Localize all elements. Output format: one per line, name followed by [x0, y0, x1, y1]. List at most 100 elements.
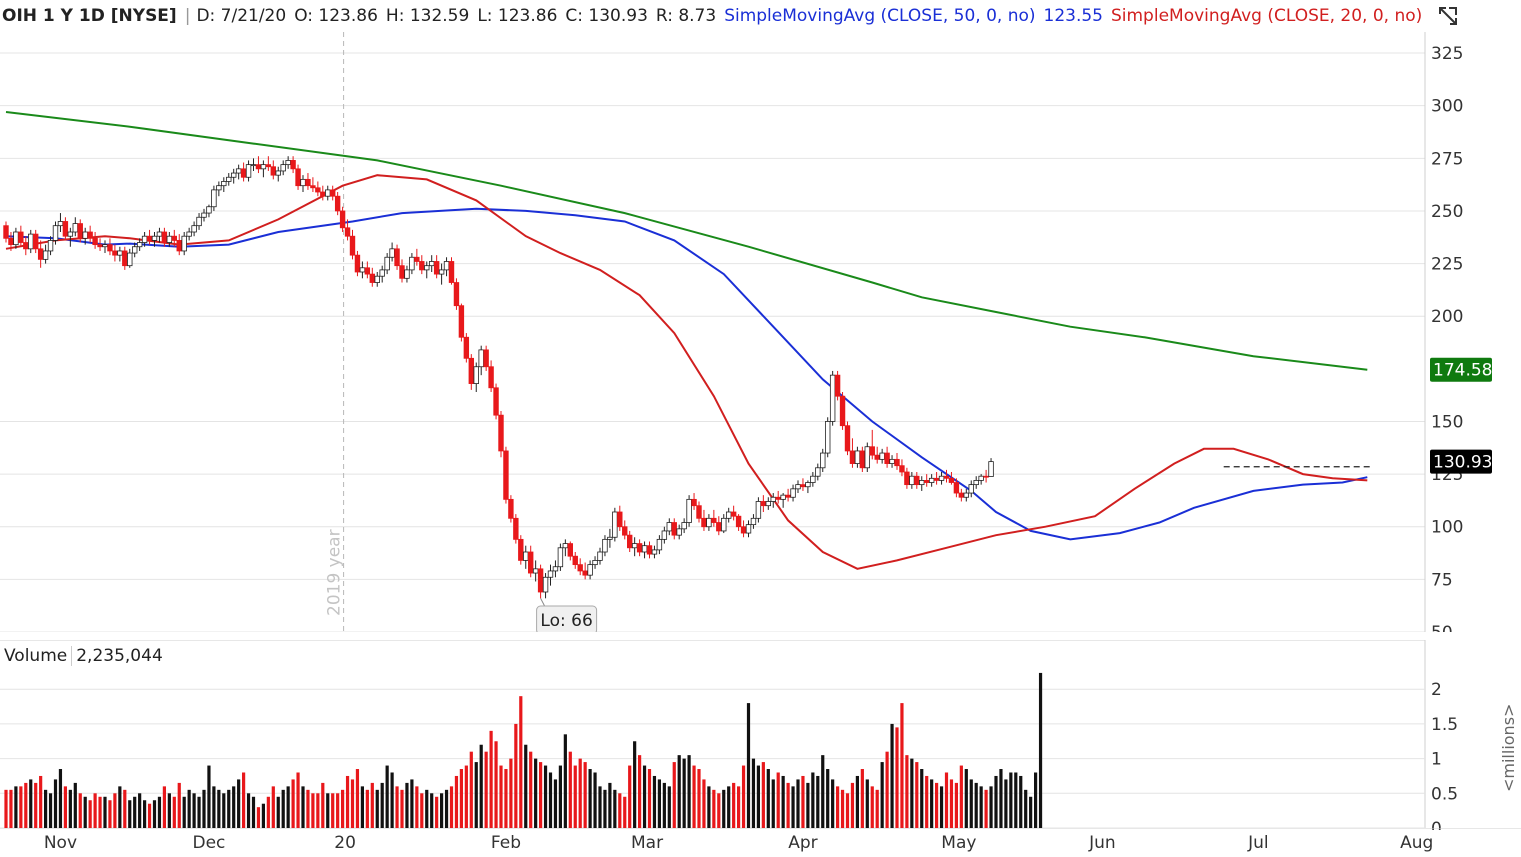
volume-bar — [355, 769, 360, 828]
candle-body — [176, 240, 182, 252]
sma20-study-label[interactable]: SimpleMovingAvg (CLOSE, 20, 0, no) — [1110, 6, 1423, 26]
volume-bar — [885, 751, 889, 828]
candle-body — [62, 221, 69, 237]
volume-bar — [633, 741, 637, 828]
candle — [28, 229, 34, 254]
time-tick-label: Jun — [1088, 833, 1116, 853]
candle-body — [622, 526, 628, 536]
candle-body — [691, 498, 697, 507]
candle — [790, 484, 796, 502]
candle — [409, 253, 415, 275]
candle — [250, 158, 257, 171]
volume-bar — [722, 789, 726, 828]
sma50-study-label[interactable]: SimpleMovingAvg (CLOSE, 50, 0, no) — [724, 6, 1036, 26]
candle-body — [597, 551, 603, 561]
volume-bar — [766, 769, 770, 828]
candle-body — [33, 233, 39, 250]
candle — [800, 478, 806, 491]
candle-body — [627, 534, 633, 549]
candle-body — [765, 501, 771, 507]
volume-bar — [410, 779, 414, 828]
volume-bar — [440, 793, 444, 828]
volume-label[interactable]: Volume — [4, 646, 68, 666]
candle — [547, 564, 554, 586]
volume-bar — [118, 786, 122, 828]
candle — [97, 238, 103, 251]
low-callout: Lo: 66 — [536, 598, 598, 632]
volume-bar — [1038, 672, 1043, 828]
candle — [740, 520, 747, 538]
candle-body — [953, 482, 960, 494]
volume-bar — [677, 755, 681, 828]
candle — [136, 238, 143, 251]
time-tick-label: May — [941, 833, 976, 853]
volume-bar — [1004, 779, 1008, 828]
candle — [404, 265, 410, 283]
candle-body — [978, 475, 984, 481]
volume-bar — [227, 789, 231, 828]
volume-bar — [534, 758, 538, 828]
candle — [810, 472, 816, 487]
volume-bar — [271, 786, 275, 828]
candle — [745, 520, 752, 538]
volume-value: 2,235,044 — [71, 646, 167, 666]
volume-bar — [266, 796, 270, 828]
candle-body — [711, 517, 717, 523]
candle — [681, 518, 687, 534]
candle — [92, 232, 98, 249]
time-tick-label: 20 — [334, 833, 356, 853]
candle-body — [532, 568, 539, 574]
candle — [433, 255, 440, 279]
volume-bar — [4, 789, 8, 828]
candle — [275, 166, 281, 182]
candle — [240, 162, 247, 182]
candle-body — [181, 235, 187, 252]
candle-body — [42, 250, 49, 260]
volume-bar — [123, 789, 127, 828]
candle — [384, 253, 390, 275]
volume-bar — [697, 769, 701, 828]
volume-bar — [840, 789, 845, 828]
candle — [235, 164, 242, 180]
volume-pane[interactable]: 2 1.5 1 0.5 0 <millions> — [0, 640, 1521, 830]
candle-body — [334, 195, 341, 212]
candle-body — [810, 475, 816, 483]
candle — [577, 558, 583, 576]
candle-body — [354, 254, 361, 273]
candle-body — [320, 191, 326, 197]
last-price-tag: 130.93 — [1430, 449, 1492, 474]
volume-bar — [73, 782, 77, 828]
candle — [493, 383, 499, 420]
price-pane[interactable]: 2019 year Lo: 66 32530027525022520015012… — [0, 32, 1521, 632]
candle-body — [864, 446, 870, 469]
candle-body — [8, 237, 14, 246]
candle — [305, 173, 311, 190]
sma200-line — [5, 111, 1368, 371]
volume-bar — [350, 779, 355, 828]
candle — [592, 556, 598, 569]
candle-body — [968, 484, 974, 494]
volume-bar — [756, 765, 760, 828]
volume-bar — [207, 765, 211, 828]
candle — [834, 370, 841, 401]
candle — [265, 156, 272, 171]
candle — [869, 429, 875, 460]
candle — [211, 185, 217, 211]
candle — [686, 495, 692, 527]
candle — [186, 227, 192, 241]
candle — [641, 541, 648, 559]
volume-header: Volume 2,235,044 — [0, 642, 167, 670]
volume-tick-label: 0.5 — [1431, 784, 1458, 804]
range-readout: R: 8.73 — [655, 6, 717, 26]
candle — [844, 421, 851, 456]
volume-bar — [712, 789, 716, 828]
candle-body — [839, 395, 846, 427]
candle-body — [216, 185, 222, 191]
candle — [924, 474, 930, 487]
symbol-label[interactable]: OIH 1 Y 1D [NYSE] — [2, 6, 177, 26]
chart-header: OIH 1 Y 1D [NYSE] | D: 7/21/20 O: 123.86… — [0, 0, 1425, 32]
collapse-icon[interactable] — [1435, 4, 1461, 28]
candle — [928, 474, 935, 487]
volume-bar — [39, 775, 43, 828]
volume-bar — [9, 789, 13, 828]
